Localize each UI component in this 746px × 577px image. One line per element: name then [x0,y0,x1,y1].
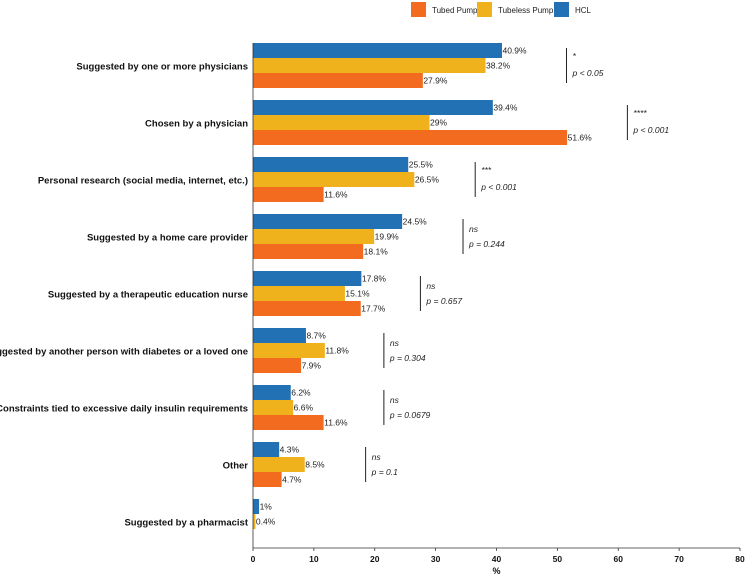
bar-hcl-0 [253,43,502,58]
bar-hcl-8 [253,499,260,514]
category-label-2: Personal research (social media, interne… [38,176,248,187]
value-label-hcl-3: 24.5% [403,217,428,227]
value-label-tubed-pump-0: 27.9% [423,76,448,86]
bar-tubed-pump-6 [253,415,324,430]
value-label-hcl-1: 39.4% [493,103,518,113]
p-value-4: p = 0.657 [425,296,462,306]
value-label-hcl-4: 17.8% [362,274,387,284]
bar-tubed-pump-1 [253,130,568,145]
value-label-tubed-pump-4: 17.7% [361,304,386,314]
p-value-7: p = 0.1 [371,467,399,477]
significance-stars-5: ns [390,338,400,348]
bar-tubeless-pump-1 [253,115,430,130]
bar-tubeless-pump-8 [253,514,256,529]
bar-hcl-4 [253,271,362,286]
bar-tubed-pump-2 [253,187,324,202]
legend-label-hcl: HCL [575,6,592,15]
value-label-hcl-8: 1% [260,502,273,512]
bar-hcl-3 [253,214,403,229]
bar-tubeless-pump-3 [253,229,375,244]
bar-tubeless-pump-4 [253,286,345,301]
bar-tubed-pump-3 [253,244,364,259]
legend-swatch-tubeless-pump [477,2,492,17]
bar-tubed-pump-0 [253,73,423,88]
category-label-0: Suggested by one or more physicians [76,62,248,73]
bar-tubeless-pump-0 [253,58,486,73]
value-label-tubeless-pump-0: 38.2% [486,61,511,71]
p-value-6: p = 0.0679 [389,410,431,420]
value-label-tubeless-pump-2: 26.5% [415,175,440,185]
value-label-tubed-pump-5: 7.9% [302,361,322,371]
value-label-hcl-0: 40.9% [502,46,527,56]
value-label-tubed-pump-3: 18.1% [364,247,389,257]
bar-hcl-5 [253,328,306,343]
bars-layer: 40.9% 38.2% 27.9% 39.4% 29% 51.6% 25.5% 26.5% 11… [253,43,592,529]
x-tick-label-20: 20 [370,554,380,564]
bar-tubeless-pump-2 [253,172,415,187]
x-tick-label-30: 30 [431,554,441,564]
significance-stars-7: ns [372,452,382,462]
bar-tubed-pump-4 [253,301,361,316]
category-label-4: Suggested by a therapeutic education nur… [48,290,248,301]
bar-tubeless-pump-6 [253,400,294,415]
value-label-tubeless-pump-8: 0.4% [256,517,276,527]
value-label-tubed-pump-6: 11.6% [324,418,348,428]
bar-tubeless-pump-5 [253,343,325,358]
x-tick-label-50: 50 [553,554,563,564]
x-tick-label-80: 80 [735,554,745,564]
legend-swatch-hcl [554,2,569,17]
x-axis: 0 10 20 30 40 50 60 70 80% [251,43,745,576]
legend-swatch-tubed-pump [411,2,426,17]
value-label-hcl-6: 6.2% [291,388,311,398]
significance-stars-3: ns [469,224,479,234]
value-label-tubeless-pump-5: 11.8% [325,346,349,356]
significance-annotations: * p < 0.05 **** p < 0.001 *** p < 0.001 ns p = … [365,48,669,482]
bar-hcl-6 [253,385,291,400]
bar-tubeless-pump-7 [253,457,305,472]
category-label-1: Chosen by a physician [145,119,248,130]
significance-stars-2: *** [481,165,492,175]
value-label-tubeless-pump-4: 15.1% [345,289,370,299]
category-label-8: Suggested by a pharmacist [124,518,248,529]
value-label-tubed-pump-1: 51.6% [568,133,593,143]
bar-hcl-2 [253,157,409,172]
p-value-0: p < 0.05 [572,68,604,78]
p-value-1: p < 0.001 [632,125,669,135]
significance-stars-6: ns [390,395,400,405]
value-label-tubeless-pump-6: 6.6% [294,403,314,413]
category-label-6: Constraints tied to excessive daily insu… [0,404,248,415]
bar-tubed-pump-7 [253,472,282,487]
value-label-tubed-pump-2: 11.6% [324,190,348,200]
bar-tubed-pump-5 [253,358,302,373]
legend-label-tubed-pump: Tubed Pump [432,6,478,15]
bar-hcl-1 [253,100,493,115]
x-tick-label-0: 0 [251,554,256,564]
category-labels: Suggested by one or more physicians Chose… [0,62,249,529]
category-label-3: Suggested by a home care provider [87,233,248,244]
legend-label-tubeless-pump: Tubeless Pump [498,6,554,15]
p-value-2: p < 0.001 [480,182,517,192]
value-label-hcl-7: 4.3% [280,445,300,455]
x-axis-title: % [492,566,500,576]
x-tick-label-60: 60 [614,554,624,564]
value-label-hcl-2: 25.5% [409,160,434,170]
bar-hcl-7 [253,442,280,457]
value-label-hcl-5: 8.7% [306,331,326,341]
category-label-7: Other [223,461,249,472]
x-tick-label-70: 70 [674,554,684,564]
value-label-tubed-pump-7: 4.7% [282,475,302,485]
value-label-tubeless-pump-1: 29% [430,118,447,128]
x-tick-label-10: 10 [309,554,319,564]
significance-stars-4: ns [426,281,436,291]
value-label-tubeless-pump-7: 8.5% [305,460,325,470]
x-tick-label-40: 40 [492,554,502,564]
value-label-tubeless-pump-3: 19.9% [375,232,400,242]
significance-stars-1: **** [633,108,647,118]
category-label-5: Suggested by another person with diabete… [0,347,248,358]
legend: Tubed Pump Tubeless Pump HCL [411,2,592,17]
p-value-3: p = 0.244 [468,239,505,249]
p-value-5: p = 0.304 [389,353,426,363]
significance-stars-0: * [573,51,577,61]
